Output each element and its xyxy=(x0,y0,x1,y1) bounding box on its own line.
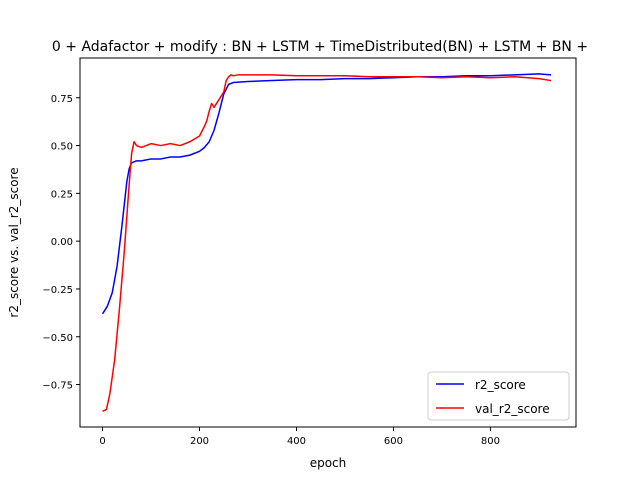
y-tick-label: 0.00 xyxy=(51,237,73,248)
x-tick-label: 800 xyxy=(481,436,500,447)
y-tick-label: 0.75 xyxy=(51,94,73,105)
legend: r2_score val_r2_score xyxy=(427,371,570,421)
y-tick-label: −0.25 xyxy=(42,285,73,296)
x-tick-label: 600 xyxy=(384,436,403,447)
plot-lines xyxy=(101,73,552,412)
x-axis-label: epoch xyxy=(310,456,347,470)
legend-r2-score-label: r2_score xyxy=(475,378,526,392)
x-tick-label: 200 xyxy=(190,436,209,447)
x-tick-label: 0 xyxy=(99,436,105,447)
y-axis-label: r2_score vs. val_r2_score xyxy=(7,167,21,317)
x-axis-ticks: 0 200 400 600 800 xyxy=(99,427,500,447)
y-tick-label: −0.50 xyxy=(42,333,73,344)
series-line-val-r2-score xyxy=(102,74,552,412)
y-tick-label: 0.50 xyxy=(51,142,73,153)
legend-val-r2-score-label: val_r2_score xyxy=(475,402,550,416)
y-axis-ticks: −0.75 −0.50 −0.25 0.00 0.25 0.50 0.75 xyxy=(42,94,80,392)
y-tick-label: −0.75 xyxy=(42,381,73,392)
plot-frame xyxy=(79,57,577,428)
y-tick-label: 0.25 xyxy=(51,189,73,200)
x-tick-label: 400 xyxy=(287,436,306,447)
chart-title: 0 + Adafactor + modify : BN + LSTM + Tim… xyxy=(52,39,588,55)
